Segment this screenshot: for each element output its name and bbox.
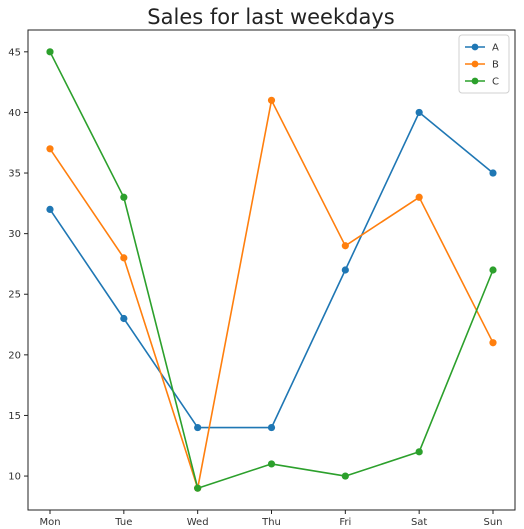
x-tick-label: Sat	[411, 517, 427, 528]
x-tick-label: Sun	[483, 517, 502, 528]
data-point-a	[194, 423, 202, 432]
legend-marker-a	[471, 43, 479, 51]
y-tick-label: 45	[8, 47, 21, 58]
legend-marker-c	[471, 77, 479, 85]
y-tick-label: 25	[8, 290, 21, 301]
data-point-c	[341, 472, 349, 480]
x-tick-label: Tue	[114, 517, 132, 528]
data-point-c	[267, 460, 276, 468]
x-axis: Mon Tue Wed Thu Fri Sat Sun	[39, 510, 503, 528]
data-point-b	[415, 193, 423, 201]
y-tick-label: 30	[8, 229, 21, 240]
data-point-a	[267, 423, 276, 432]
legend-label-c: C	[492, 77, 499, 88]
series-line-c	[49, 51, 494, 490]
data-point-a	[46, 205, 54, 213]
y-tick-label: 35	[8, 169, 21, 180]
data-point-b	[120, 254, 128, 262]
legend-label-b: B	[492, 60, 499, 71]
data-point-b	[341, 242, 349, 250]
y-tick-label: 10	[8, 472, 21, 483]
legend: ABC	[458, 34, 510, 94]
data-point-b	[489, 339, 497, 347]
y-tick-label: 15	[8, 411, 21, 422]
x-tick-label: Mon	[39, 517, 60, 528]
data-point-a	[489, 169, 497, 177]
x-tick-label: Fri	[339, 517, 351, 528]
data-point-c	[415, 448, 423, 456]
y-tick-label: 40	[8, 108, 21, 119]
data-point-b	[46, 145, 54, 153]
data-point-a	[120, 314, 128, 323]
x-tick-label: Wed	[187, 517, 209, 528]
series-line-a	[49, 111, 494, 429]
y-tick-label: 20	[8, 350, 21, 361]
data-point-a	[415, 108, 423, 117]
y-axis: 10 15 20 25 30 35 40 45	[8, 47, 28, 483]
data-point-c	[46, 48, 54, 56]
data-point-c	[194, 484, 202, 492]
data-point-c	[120, 193, 128, 201]
legend-marker-b	[471, 60, 479, 68]
data-point-c	[489, 266, 497, 274]
chart-title: Sales for last weekdays	[147, 5, 394, 29]
legend-label-a: A	[492, 43, 499, 54]
series-layer	[46, 48, 497, 492]
data-point-b	[267, 96, 276, 104]
data-point-a	[341, 266, 349, 274]
x-tick-label: Thu	[261, 517, 281, 528]
